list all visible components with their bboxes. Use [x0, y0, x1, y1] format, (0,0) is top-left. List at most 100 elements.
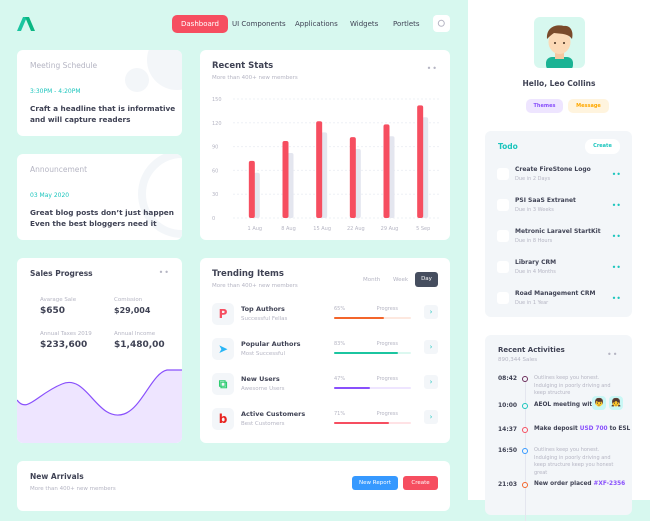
activity-time: 16:50 — [498, 447, 518, 454]
recent-activities-card: Recent Activities 890,344 Sales •• 08:42… — [485, 335, 632, 521]
bar-8-aug-series-1[interactable] — [282, 141, 289, 218]
bar-29-aug-series-1[interactable] — [383, 124, 390, 218]
new-arrivals-title: New Arrivals — [30, 472, 84, 481]
item-percent: 47% — [334, 376, 346, 382]
y-tick-label: 60 — [212, 168, 218, 174]
arrow-right-button[interactable]: › — [424, 410, 438, 424]
todo-name: PSI SaaS Extranet — [515, 197, 576, 204]
meeting-title: Meeting Schedule — [30, 61, 98, 70]
brand-icon: b — [212, 408, 234, 430]
avatar-girl: 👧 — [609, 396, 623, 410]
bar-1-aug-series-2[interactable] — [253, 172, 260, 218]
decorative-shape — [125, 50, 182, 92]
nav-portlets[interactable]: Portlets — [393, 20, 420, 28]
more-options-icon[interactable]: •• — [611, 294, 621, 303]
create-button[interactable]: Create — [403, 476, 438, 490]
activity-text: Make deposit USD 700 to ESL — [534, 426, 631, 432]
more-options-icon[interactable]: •• — [158, 268, 170, 277]
todo-name: Metronic Laravel StartKit — [515, 228, 601, 235]
progress-fill — [334, 352, 398, 354]
tab-month[interactable]: Month — [363, 277, 381, 283]
avatar — [534, 17, 585, 68]
more-options-icon[interactable]: •• — [607, 350, 619, 359]
todo-item: Create FireStone Logo Due in 2 Days •• — [497, 164, 621, 190]
activities-title: Recent Activities — [498, 346, 565, 354]
new-report-button[interactable]: New Report — [352, 476, 398, 490]
themes-button[interactable]: Themes — [526, 99, 563, 113]
more-options-icon[interactable]: •• — [611, 170, 621, 179]
logo[interactable] — [17, 17, 37, 31]
activity-text: New order placed #XF-2356 — [534, 481, 626, 487]
activity-text: Outlines keep you honest. Indulging in p… — [534, 375, 611, 396]
todo-checkbox[interactable] — [497, 230, 509, 242]
decorative-shape — [138, 154, 182, 238]
tab-week[interactable]: Week — [393, 277, 409, 283]
y-tick-label: 120 — [212, 121, 222, 127]
x-tick-label: 29 Aug — [381, 226, 399, 232]
activity-text: AEOL meeting with — [534, 402, 597, 408]
more-options-icon[interactable]: •• — [611, 263, 621, 272]
bar-15-aug-series-1[interactable] — [316, 121, 323, 218]
todo-card: Todo Create Create FireStone Logo Due in … — [485, 131, 632, 317]
stat-label: Annual Income — [114, 331, 156, 337]
announcement-title: Announcement — [30, 165, 88, 174]
todo-due: Due in 4 Months — [515, 269, 556, 275]
avatar-boy: 👦 — [592, 396, 606, 410]
bar-22-aug-series-2[interactable] — [354, 148, 361, 218]
bar-8-aug-series-2[interactable] — [287, 152, 294, 218]
arrow-right-button[interactable]: › — [424, 340, 438, 354]
x-tick-label: 22 Aug — [347, 226, 365, 232]
recent-stats-title: Recent Stats — [212, 61, 274, 71]
bar-1-aug-series-1[interactable] — [248, 160, 255, 218]
announcement-card: Announcement 03 May 2020 Great blog post… — [17, 154, 182, 240]
progress-fill — [334, 387, 371, 389]
timeline-dot-icon — [522, 403, 528, 409]
x-tick-label: 5 Sep — [416, 226, 430, 232]
arrow-right-button[interactable]: › — [424, 305, 438, 319]
todo-checkbox[interactable] — [497, 261, 509, 273]
todo-checkbox[interactable] — [497, 168, 509, 180]
arrow-right-button[interactable]: › — [424, 375, 438, 389]
more-options-icon[interactable]: •• — [611, 201, 621, 210]
x-tick-label: 1 Aug — [248, 226, 263, 232]
todo-item: Library CRM Due in 4 Months •• — [497, 257, 621, 283]
todo-checkbox[interactable] — [497, 292, 509, 304]
todo-name: Create FireStone Logo — [515, 166, 591, 173]
todo-item: Metronic Laravel StartKit Due in 8 Hours •… — [497, 226, 621, 252]
todo-checkbox[interactable] — [497, 199, 509, 211]
bar-29-aug-series-2[interactable] — [388, 136, 395, 218]
activity-highlight[interactable]: USD 700 — [579, 426, 608, 432]
activity-time: 21:03 — [498, 481, 518, 488]
nav-dashboard[interactable]: Dashboard — [172, 15, 228, 33]
todo-due: Due in 3 Weeks — [515, 207, 554, 213]
nav-widgets[interactable]: Widgets — [350, 20, 379, 28]
search-button[interactable] — [433, 15, 450, 32]
y-tick-label: 0 — [212, 216, 215, 222]
todo-item: Road Management CRM Due in 1 Year •• — [497, 288, 621, 314]
bar-22-aug-series-1[interactable] — [349, 137, 356, 218]
more-options-icon[interactable]: •• — [611, 232, 621, 241]
progress-label: Progress — [376, 411, 398, 417]
todo-create-button[interactable]: Create — [585, 139, 620, 154]
trending-item: b Active Customers Best Customers 71% Pr… — [212, 408, 440, 442]
todo-title: Todo — [498, 142, 518, 151]
tab-day[interactable]: Day — [415, 272, 438, 287]
todo-due: Due in 2 Days — [515, 176, 551, 182]
todo-name: Library CRM — [515, 259, 557, 266]
nav-applications[interactable]: Applications — [295, 20, 338, 28]
activities-subtitle: 890,344 Sales — [498, 357, 538, 363]
bar-5-sep-series-1[interactable] — [417, 105, 424, 218]
bar-15-aug-series-2[interactable] — [321, 132, 328, 218]
recent-stats-card: Recent Stats More than 400+ new members … — [200, 50, 450, 240]
progress-bar — [334, 422, 411, 424]
activity-text: Outlines keep you honest. Indulging in p… — [534, 447, 614, 476]
message-button[interactable]: Message — [568, 99, 609, 113]
trending-items-card: Trending Items More than 400+ new member… — [200, 258, 450, 443]
nav-ui-components[interactable]: UI Components — [232, 20, 286, 28]
more-options-icon[interactable]: •• — [426, 64, 438, 73]
bar-5-sep-series-2[interactable] — [422, 117, 429, 218]
item-percent: 65% — [334, 306, 346, 312]
y-tick-label: 90 — [212, 145, 218, 151]
activity-highlight[interactable]: #XF-2356 — [593, 481, 626, 487]
timeline-dot-icon — [522, 482, 528, 488]
